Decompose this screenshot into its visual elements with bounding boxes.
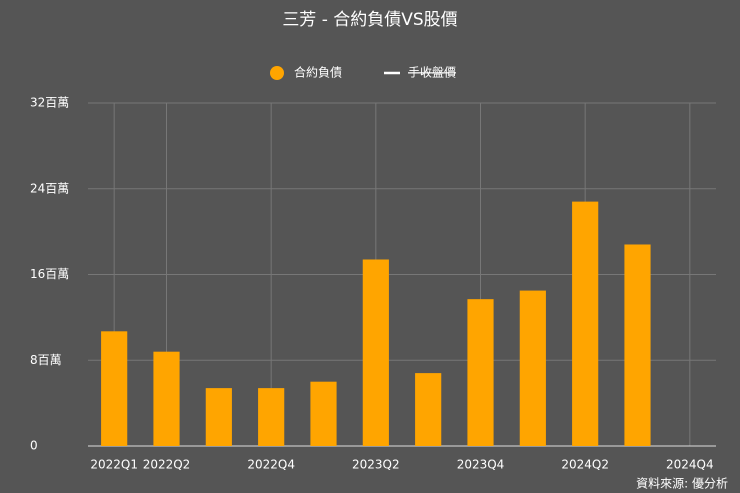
legend-label[interactable]: 手收盤價 bbox=[408, 66, 456, 80]
y-tick-label: 0 bbox=[30, 439, 38, 453]
x-tick-label: 2024Q4 bbox=[666, 458, 714, 472]
bar bbox=[572, 201, 599, 446]
bar bbox=[519, 290, 546, 446]
y-tick-label: 16百萬 bbox=[30, 267, 69, 281]
chart-title: 三芳 - 合約負債VS股價 bbox=[282, 10, 457, 30]
x-tick-label: 2022Q4 bbox=[247, 458, 295, 472]
bar bbox=[101, 331, 128, 446]
bar bbox=[624, 244, 651, 446]
bar bbox=[153, 351, 180, 446]
x-tick-label: 2023Q4 bbox=[457, 458, 505, 472]
x-tick-label: 2024Q2 bbox=[561, 458, 609, 472]
y-tick-label: 8百萬 bbox=[30, 353, 62, 367]
x-tick-label: 2022Q1 bbox=[90, 458, 138, 472]
source-note: 資料來源: 優分析 bbox=[636, 477, 728, 491]
x-tick-label: 2023Q2 bbox=[352, 458, 400, 472]
bar bbox=[258, 388, 285, 446]
bar bbox=[415, 373, 442, 446]
x-tick-label: 2022Q2 bbox=[143, 458, 191, 472]
legend-label[interactable]: 合約負債 bbox=[294, 65, 342, 80]
legend-swatch[interactable] bbox=[270, 66, 284, 80]
bar bbox=[467, 299, 494, 446]
bar bbox=[362, 259, 389, 446]
y-tick-label: 24百萬 bbox=[30, 181, 69, 195]
bar bbox=[205, 388, 232, 446]
bar bbox=[310, 381, 337, 446]
y-tick-label: 32百萬 bbox=[30, 96, 69, 110]
